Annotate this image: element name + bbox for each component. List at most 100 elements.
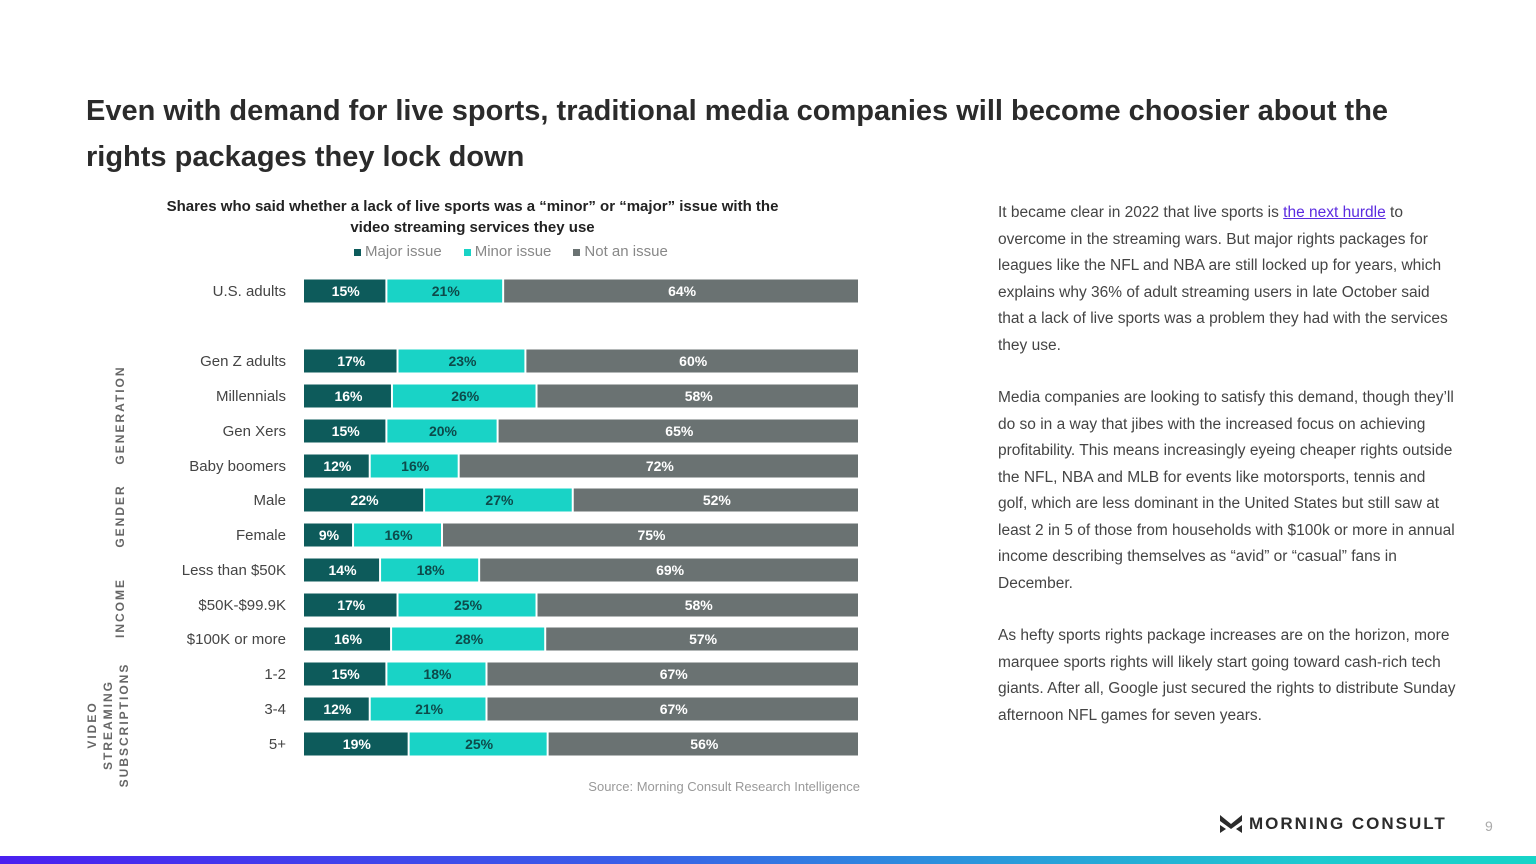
- data-label: 75%: [637, 527, 666, 543]
- data-label: 16%: [334, 388, 363, 404]
- data-label: 19%: [343, 736, 372, 752]
- category-label: Gen Xers: [223, 423, 286, 440]
- data-label: 65%: [665, 423, 694, 439]
- group-label: VIDEO STREAMING SUBSCRIPTIONS: [85, 663, 131, 788]
- bar-segment: [304, 697, 369, 721]
- category-label: $100K or more: [187, 631, 286, 648]
- bar-segment: [304, 384, 391, 408]
- data-label: 26%: [451, 388, 480, 404]
- bar-segment: [498, 419, 858, 443]
- bar-segment: [304, 662, 386, 686]
- bar-segment: [504, 279, 858, 303]
- data-label: 25%: [465, 736, 494, 752]
- bar-segment: [409, 732, 547, 756]
- data-label: 15%: [332, 283, 361, 299]
- data-label: 18%: [423, 666, 452, 682]
- chart-legend: Major issue Minor issue Not an issue: [354, 243, 668, 260]
- data-label: 17%: [337, 353, 366, 369]
- bar-segment: [304, 454, 369, 478]
- data-label: 21%: [415, 701, 444, 717]
- data-label: 15%: [332, 423, 361, 439]
- bar-segment: [546, 627, 858, 651]
- next-hurdle-link[interactable]: the next hurdle: [1283, 204, 1386, 221]
- data-label: 18%: [417, 562, 446, 578]
- category-label: Female: [236, 527, 286, 544]
- page-number: 9: [1485, 818, 1493, 834]
- morning-consult-logo: MORNING CONSULT: [1220, 814, 1447, 834]
- data-label: 58%: [685, 597, 714, 613]
- bar-segment: [480, 558, 858, 582]
- data-label: 58%: [685, 388, 714, 404]
- data-label: 16%: [334, 631, 363, 647]
- legend-item: Major issue: [354, 243, 442, 260]
- category-label: Male: [253, 492, 286, 509]
- bar-segment: [387, 419, 497, 443]
- bar-segment: [443, 523, 858, 547]
- bar-segment: [304, 488, 424, 512]
- legend-swatch: [573, 248, 581, 256]
- bar-segment: [459, 454, 858, 478]
- data-label: 67%: [660, 666, 689, 682]
- data-label: 60%: [679, 353, 708, 369]
- bar-segment: [304, 593, 397, 617]
- data-label: 14%: [329, 562, 358, 578]
- logo-text: MORNING CONSULT: [1249, 814, 1447, 833]
- data-label: 57%: [689, 631, 718, 647]
- legend-swatch: [463, 248, 471, 256]
- data-label: 67%: [660, 701, 689, 717]
- data-label: 56%: [690, 736, 719, 752]
- bar-segment: [537, 593, 858, 617]
- paragraph-1: It became clear in 2022 that live sports…: [998, 200, 1458, 359]
- category-label: Millennials: [216, 388, 286, 405]
- bar-segment: [304, 558, 380, 582]
- category-label: Gen Z adults: [200, 353, 286, 370]
- bar-segment: [487, 697, 858, 721]
- category-label: 5+: [269, 736, 286, 753]
- data-label: 17%: [337, 597, 366, 613]
- data-label: 12%: [323, 701, 352, 717]
- category-label: Baby boomers: [189, 458, 286, 475]
- bar-segment: [392, 627, 545, 651]
- bar-segment: [387, 662, 486, 686]
- bar-segment: [304, 627, 391, 651]
- data-label: 9%: [319, 527, 340, 543]
- category-label: 1-2: [264, 666, 286, 683]
- category-label: Less than $50K: [182, 562, 286, 579]
- mc-logo-icon: [1220, 815, 1242, 833]
- legend-item: Minor issue: [463, 243, 551, 260]
- group-label: GENDER: [113, 484, 127, 547]
- chart-source: Source: Morning Consult Research Intelli…: [588, 779, 860, 794]
- data-label: 52%: [703, 492, 732, 508]
- bar-segment: [526, 349, 858, 373]
- data-label: 20%: [429, 423, 458, 439]
- body-text: It became clear in 2022 that live sports…: [998, 200, 1458, 755]
- bar-segment: [537, 384, 858, 408]
- data-label: 21%: [432, 283, 461, 299]
- legend-label: Not an issue: [584, 243, 668, 260]
- data-label: 28%: [455, 631, 484, 647]
- category-label: 3-4: [264, 701, 286, 718]
- category-label: $50K-$99.9K: [198, 597, 286, 614]
- data-label: 64%: [668, 283, 697, 299]
- group-label: GENERATION: [113, 365, 127, 464]
- bar-segment: [370, 454, 458, 478]
- bar-segment: [573, 488, 858, 512]
- data-label: 72%: [646, 458, 675, 474]
- bar-segment: [304, 523, 353, 547]
- data-label: 16%: [401, 458, 430, 474]
- bar-segment: [304, 279, 386, 303]
- bar-segment: [304, 732, 408, 756]
- bar-segment: [381, 558, 479, 582]
- data-label: 16%: [385, 527, 414, 543]
- p1-text: It became clear in 2022 that live sports…: [998, 204, 1284, 221]
- legend-item: Not an issue: [573, 243, 668, 260]
- chart-title: Shares who said whether a lack of live s…: [166, 198, 779, 236]
- paragraph-3: As hefty sports rights package increases…: [998, 627, 1456, 724]
- bar-segment: [370, 697, 486, 721]
- data-label: 22%: [351, 492, 380, 508]
- paragraph-2: Media companies are looking to satisfy t…: [998, 389, 1455, 592]
- slide-title: Even with demand for live sports, tradit…: [86, 95, 1389, 173]
- bar-segment: [487, 662, 858, 686]
- group-label: INCOME: [113, 578, 127, 638]
